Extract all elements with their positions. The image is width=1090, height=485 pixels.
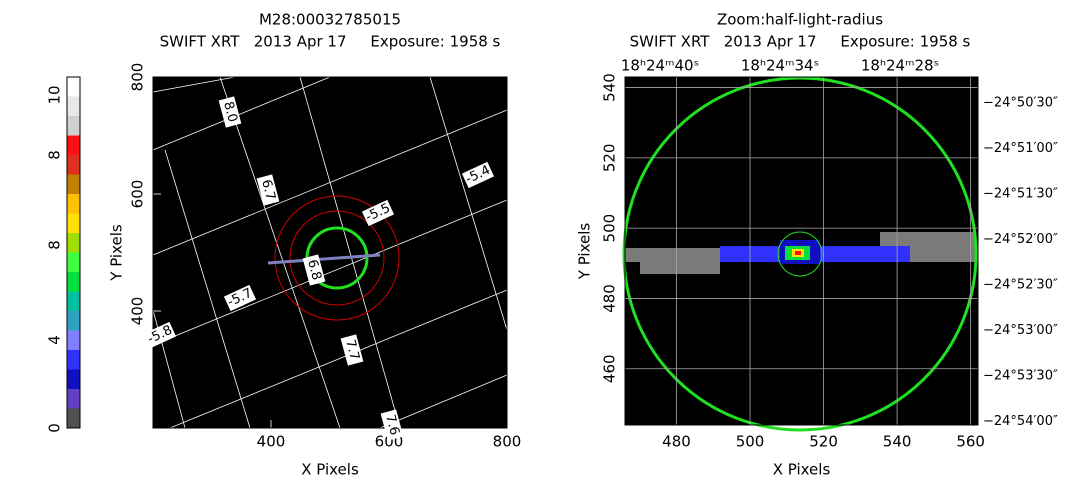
grid-label-text: 6.7 [258, 178, 278, 202]
grid-label-text: 7.7 [342, 338, 362, 362]
y-tick-label: 600 [129, 180, 147, 209]
dec-tick-label: −24°52′00″ [983, 232, 1058, 247]
dec-tick-label: −24°50′30″ [983, 96, 1058, 111]
grid-label-box [256, 174, 280, 206]
grid-label: 8.0 [218, 96, 242, 128]
colorbar-segment [67, 369, 80, 389]
x-axis-label: X Pixels [773, 461, 831, 479]
dec-tick-label: −24°52′30″ [983, 278, 1058, 293]
grid-label: 6.8 [302, 254, 326, 286]
grid-label-box [340, 334, 364, 366]
y-axis-label: Y Pixels [576, 223, 594, 281]
y-tick-label: 800 [129, 63, 147, 92]
colorbar-segment [67, 291, 80, 311]
y-tick-label: 500 [601, 214, 619, 243]
colorbar-segment [67, 330, 80, 350]
colorbar-segment [67, 389, 80, 409]
source-emission [625, 232, 978, 274]
ra-tick-label: 18ʰ24ᵐ40ˢ [621, 57, 699, 75]
panel-title: M28:00032785015 [259, 11, 401, 29]
colorbar-segment [67, 233, 80, 253]
y-tick-label: 480 [601, 284, 619, 313]
grid-label-box [461, 161, 495, 189]
x-axis-label: X Pixels [301, 461, 359, 479]
colorbar-segment [67, 252, 80, 272]
colorbar-segment [67, 77, 80, 97]
colorbar-segment [67, 116, 80, 136]
grid-label-box [302, 254, 326, 286]
ra-tick-label: 18ʰ24ᵐ34ˢ [741, 57, 819, 75]
colorbar-label: 0 [46, 423, 64, 433]
grid-label-box [223, 284, 257, 312]
y-tick-label: 400 [129, 297, 147, 326]
grid-label-box [380, 409, 404, 441]
grid-label: 6.7 [256, 174, 280, 206]
grid-label-text: 8.0 [220, 100, 240, 124]
dec-tick-label: −24°51′00″ [983, 141, 1058, 156]
dec-tick-label: −24°54′00″ [983, 414, 1058, 429]
colorbar-label: 8 [46, 150, 64, 160]
dec-tick-label: −24°53′30″ [983, 369, 1058, 384]
colorbar-segment [67, 194, 80, 214]
image-panel [153, 77, 507, 428]
x-tick-label: 520 [809, 433, 838, 451]
grid-label: 7.7 [340, 334, 364, 366]
x-tick-label: 500 [736, 433, 765, 451]
colorbar-segment [67, 213, 80, 233]
panel-subtitle: SWIFT XRT 2013 Apr 17 Exposure: 1958 s [630, 33, 971, 51]
axes-frame [624, 76, 979, 426]
y-axis-label: Y Pixels [108, 224, 126, 282]
colorbar-segment [67, 174, 80, 194]
colorbar-segment [67, 155, 80, 175]
y-tick-label: 520 [601, 144, 619, 173]
colorbar-label: 4 [46, 335, 64, 345]
grid-label-text: 7.6 [382, 413, 402, 437]
x-tick-label: 540 [883, 433, 912, 451]
dec-tick-label: −24°53′00″ [983, 323, 1058, 338]
colorbar-label: 10 [46, 85, 64, 104]
x-tick-label: 400 [257, 433, 286, 451]
dec-tick-label: −24°51′30″ [983, 187, 1058, 202]
grid-label-box [218, 96, 242, 128]
y-tick-label: 540 [601, 73, 619, 102]
colorbar-segment [67, 135, 80, 155]
x-tick-label: 800 [493, 433, 522, 451]
y-tick-label: 460 [601, 354, 619, 383]
x-tick-label: 560 [956, 433, 985, 451]
colorbar-segment [67, 311, 80, 331]
colorbar-segment [67, 408, 80, 428]
colorbar-segment [67, 350, 80, 370]
x-tick-label: 480 [662, 433, 691, 451]
grid-label-text: 6.8 [304, 258, 324, 282]
panel-title: Zoom:half-light-radius [717, 11, 883, 29]
grid-label-box [361, 199, 395, 227]
grid-label-box [143, 321, 177, 349]
axes-frame [152, 76, 508, 429]
grid-label: 7.6 [380, 409, 404, 441]
regions [622, 76, 978, 432]
colorbar-segment [67, 272, 80, 292]
colorbar-segment [67, 96, 80, 116]
colorbar-label: 8 [46, 240, 64, 250]
panel-subtitle: SWIFT XRT 2013 Apr 17 Exposure: 1958 s [160, 33, 501, 51]
colorbar-frame [66, 76, 81, 429]
ra-tick-label: 18ʰ24ᵐ28ˢ [861, 57, 939, 75]
